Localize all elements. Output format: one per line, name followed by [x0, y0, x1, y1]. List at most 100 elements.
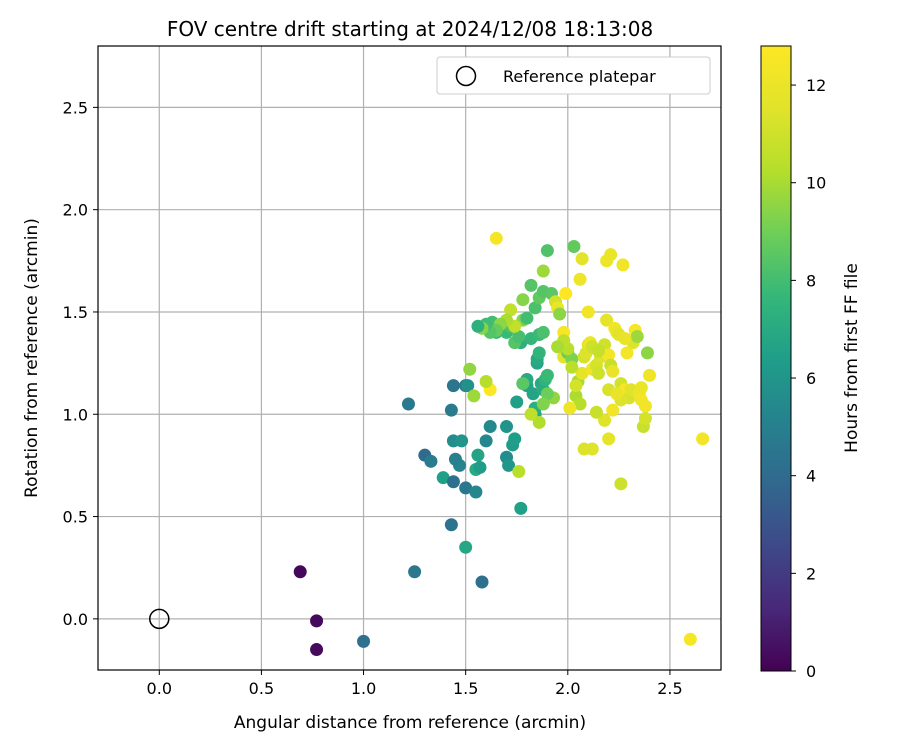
- data-point: [444, 403, 458, 417]
- colorbar-tick-label: 6: [806, 369, 816, 388]
- data-point: [540, 244, 554, 258]
- data-point: [573, 272, 587, 286]
- data-point: [512, 330, 526, 344]
- data-point: [643, 368, 657, 382]
- data-point: [616, 258, 630, 272]
- data-point: [401, 397, 415, 411]
- y-tick-label: 1.5: [63, 303, 88, 322]
- x-axis-label: Angular distance from reference (arcmin): [234, 713, 586, 733]
- data-point: [536, 325, 550, 339]
- data-point: [551, 340, 565, 354]
- data-point: [461, 379, 475, 393]
- data-point: [479, 434, 493, 448]
- data-point: [606, 364, 620, 378]
- data-point: [448, 452, 462, 466]
- data-point: [602, 348, 616, 362]
- plot-frame: [97, 45, 722, 671]
- data-point: [591, 344, 605, 358]
- data-point: [471, 319, 485, 333]
- data-point: [526, 387, 540, 401]
- data-point: [569, 379, 583, 393]
- x-tick-label: 0.5: [249, 679, 274, 698]
- data-point: [444, 518, 458, 532]
- x-tick-label: 2.0: [555, 679, 580, 698]
- data-point: [502, 458, 516, 472]
- data-point: [553, 307, 567, 321]
- data-point: [471, 448, 485, 462]
- data-point: [536, 264, 550, 278]
- data-point: [563, 401, 577, 415]
- data-point: [469, 485, 483, 499]
- colorbar-tick-label: 4: [806, 467, 816, 486]
- data-point: [310, 614, 324, 628]
- y-tick-label: 2.5: [63, 98, 88, 117]
- x-tick-label: 2.5: [657, 679, 682, 698]
- data-point: [640, 346, 654, 360]
- data-point: [565, 360, 579, 374]
- legend-label: Reference platepar: [503, 67, 656, 86]
- legend-reference-marker: [455, 65, 477, 87]
- data-point: [459, 540, 473, 554]
- x-tick-label: 1.5: [453, 679, 478, 698]
- data-point: [459, 481, 473, 495]
- data-point: [483, 420, 497, 434]
- data-point: [467, 389, 481, 403]
- data-point: [618, 332, 632, 346]
- data-point: [500, 420, 514, 434]
- data-points: [293, 231, 710, 657]
- data-point: [524, 278, 538, 292]
- data-point: [634, 393, 648, 407]
- y-tick-label: 0.5: [63, 508, 88, 527]
- data-point: [638, 411, 652, 425]
- y-axis-label: Rotation from reference (arcmin): [22, 218, 42, 498]
- data-point: [510, 395, 524, 409]
- data-point: [479, 375, 493, 389]
- data-point: [446, 379, 460, 393]
- x-tick-label: 0.0: [147, 679, 172, 698]
- data-point: [532, 346, 546, 360]
- data-point: [581, 305, 595, 319]
- y-tick-label: 0.0: [63, 610, 88, 629]
- data-point: [424, 454, 438, 468]
- data-point: [620, 346, 634, 360]
- colorbar-tick-label: 8: [806, 271, 816, 290]
- chart-title: FOV centre drift starting at 2024/12/08 …: [167, 17, 653, 41]
- colorbar-tick-label: 12: [806, 76, 826, 95]
- data-point: [575, 252, 589, 266]
- data-point: [600, 313, 614, 327]
- y-tick-label: 1.0: [63, 405, 88, 424]
- colorbar-label: Hours from first FF file: [842, 263, 862, 453]
- data-point: [683, 632, 697, 646]
- data-point: [508, 432, 522, 446]
- y-tick-label: 2.0: [63, 201, 88, 220]
- data-point: [516, 293, 530, 307]
- colorbar-tick-label: 2: [806, 564, 816, 583]
- data-point: [540, 368, 554, 382]
- x-ticks: 0.0 0.5 1.0 1.5 2.0 2.5: [147, 670, 683, 698]
- data-point: [446, 475, 460, 489]
- data-point: [504, 303, 518, 317]
- data-point: [475, 575, 489, 589]
- data-point: [514, 501, 528, 515]
- data-point: [696, 432, 710, 446]
- data-point: [602, 432, 616, 446]
- colorbar-gradient: [760, 45, 792, 672]
- legend: Reference platepar: [436, 56, 711, 95]
- data-point: [532, 415, 546, 429]
- data-point: [524, 407, 538, 421]
- data-point: [357, 634, 371, 648]
- data-point: [293, 565, 307, 579]
- colorbar-tick-label: 0: [806, 662, 816, 681]
- colorbar-tick-label: 10: [806, 174, 826, 193]
- data-point: [575, 366, 589, 380]
- data-point: [489, 231, 503, 245]
- data-point: [408, 565, 422, 579]
- data-point: [573, 397, 587, 411]
- data-point: [436, 471, 450, 485]
- data-point: [528, 301, 542, 315]
- data-point: [559, 287, 573, 301]
- legend-box: [436, 56, 711, 95]
- data-point: [577, 442, 591, 456]
- data-point: [520, 311, 534, 325]
- data-point: [310, 643, 324, 657]
